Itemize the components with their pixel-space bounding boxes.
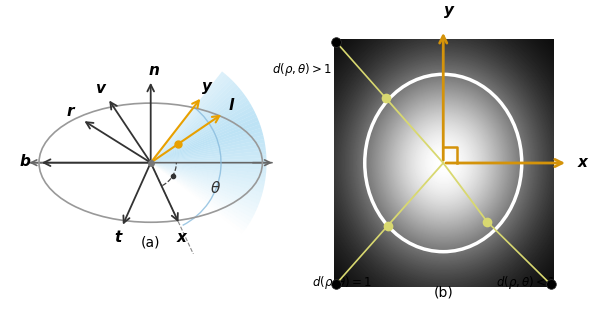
Text: $\boldsymbol{y}$: $\boldsymbol{y}$ [201,80,213,96]
Polygon shape [151,163,265,185]
Polygon shape [151,97,248,163]
Polygon shape [151,124,261,163]
Polygon shape [151,90,243,163]
Text: $\boldsymbol{b}$: $\boldsymbol{b}$ [19,153,31,169]
Polygon shape [151,135,264,163]
Polygon shape [151,163,256,215]
Text: $\boldsymbol{y}$: $\boldsymbol{y}$ [443,4,455,20]
Polygon shape [151,117,259,163]
Polygon shape [151,162,267,166]
Text: $\boldsymbol{t}$: $\boldsymbol{t}$ [115,229,124,245]
Text: $d(\rho,\theta) = 1$: $d(\rho,\theta) = 1$ [311,274,372,291]
Polygon shape [151,103,252,163]
Polygon shape [151,94,246,163]
Text: $\theta$: $\theta$ [210,180,221,196]
Polygon shape [151,163,264,193]
Polygon shape [151,163,261,200]
Polygon shape [151,143,265,163]
Polygon shape [151,163,262,197]
Bar [333,39,553,287]
Text: $d(\rho,\theta) > 1$: $d(\rho,\theta) > 1$ [272,61,333,78]
Polygon shape [151,163,267,174]
Polygon shape [151,84,239,163]
Polygon shape [151,128,262,163]
Text: $\boldsymbol{r}$: $\boldsymbol{r}$ [66,104,76,119]
Polygon shape [151,107,254,163]
Polygon shape [151,163,254,218]
Text: $\boldsymbol{v}$: $\boldsymbol{v}$ [95,81,107,96]
Text: $d(\rho,\theta) < 1$: $d(\rho,\theta) < 1$ [496,274,556,291]
Polygon shape [151,151,267,163]
Polygon shape [151,87,241,163]
Polygon shape [151,71,225,163]
Polygon shape [151,79,233,163]
Polygon shape [151,163,260,204]
Polygon shape [151,139,265,163]
Polygon shape [151,100,250,163]
Polygon shape [151,163,259,207]
Polygon shape [151,147,266,163]
Polygon shape [151,76,231,163]
Polygon shape [151,132,263,163]
Polygon shape [151,121,260,163]
Polygon shape [151,110,255,163]
Text: (b): (b) [433,286,453,300]
Polygon shape [151,163,258,211]
Polygon shape [151,163,264,189]
Polygon shape [151,163,267,170]
Text: (a): (a) [141,236,160,250]
Polygon shape [151,163,251,225]
Text: $\boldsymbol{x}$: $\boldsymbol{x}$ [577,156,590,170]
Text: $\boldsymbol{l}$: $\boldsymbol{l}$ [228,97,235,113]
Polygon shape [151,155,267,163]
Polygon shape [151,113,257,163]
Polygon shape [151,163,265,182]
Polygon shape [151,163,252,221]
Polygon shape [151,82,236,163]
Polygon shape [151,163,266,178]
Text: $\boldsymbol{x}$: $\boldsymbol{x}$ [176,230,189,244]
Polygon shape [151,74,228,163]
Polygon shape [151,158,267,163]
Text: $\boldsymbol{n}$: $\boldsymbol{n}$ [148,63,160,78]
